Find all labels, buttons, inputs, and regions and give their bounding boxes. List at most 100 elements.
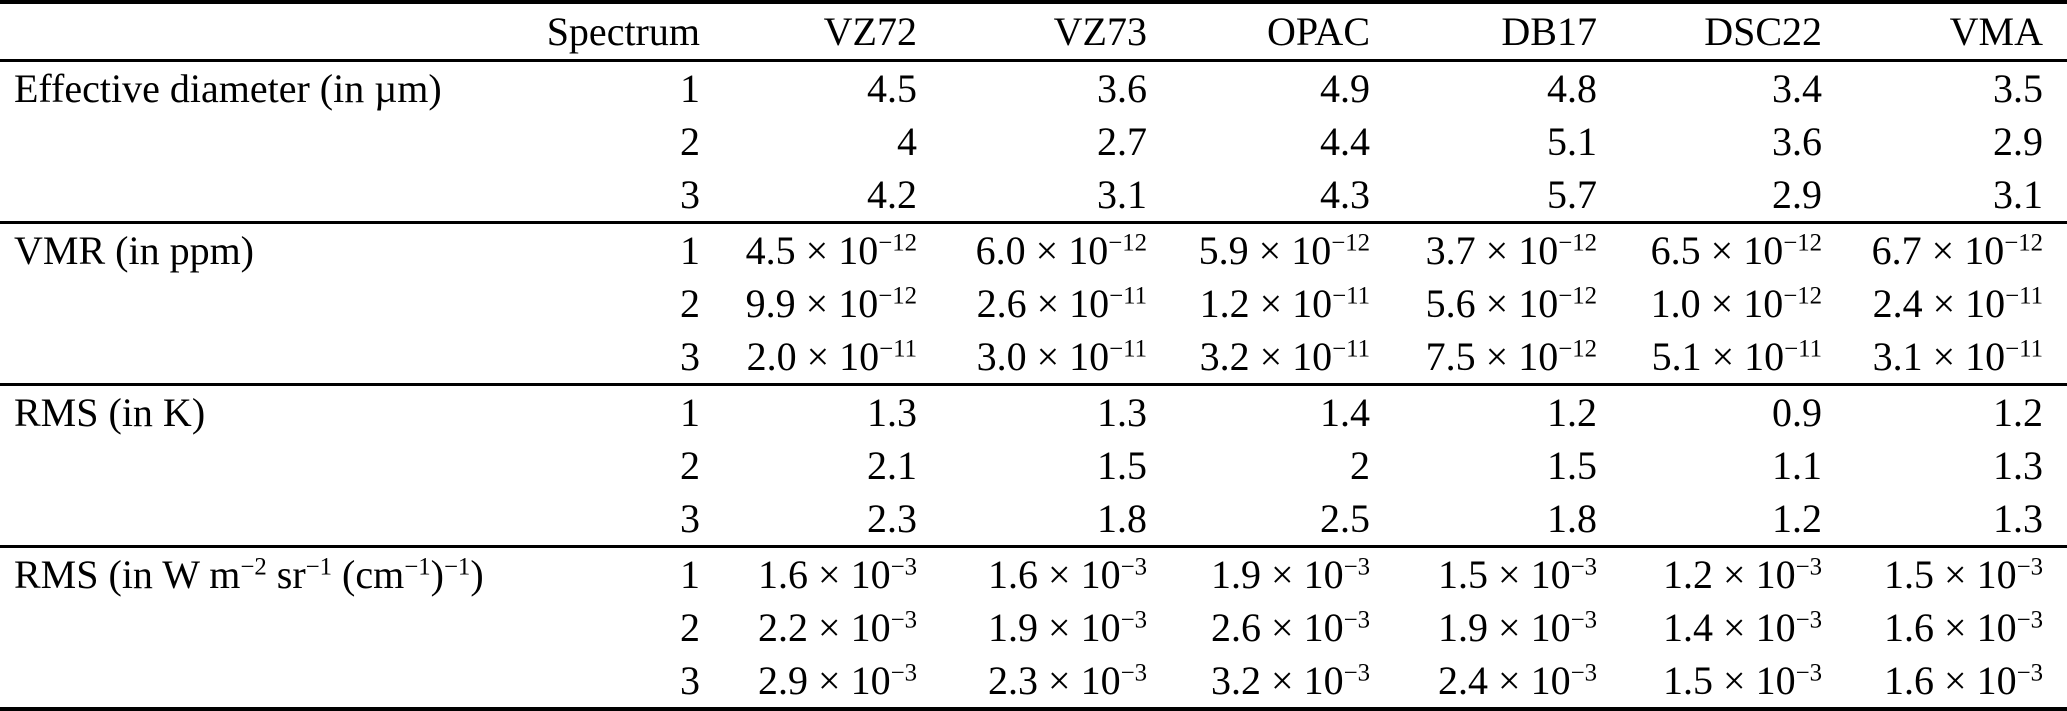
column-header-empty <box>0 2 460 61</box>
value-cell: 5.6 × 10−12 <box>1425 281 1597 326</box>
value-cell: 2.7 <box>1097 119 1147 164</box>
value-cell: 2.1 <box>867 443 917 488</box>
spectrum-number: 3 <box>680 172 700 217</box>
value-cell: 3.1 <box>1993 172 2043 217</box>
column-header-spectrum: Spectrum <box>546 9 700 54</box>
row-group-label <box>0 330 460 385</box>
table-row: 3 4.2 3.1 4.3 5.7 2.9 3.1 <box>0 168 2067 223</box>
value-cell: 4.2 <box>867 172 917 217</box>
spectrum-number: 2 <box>680 281 700 326</box>
value-cell: 1.3 <box>1097 390 1147 435</box>
value-cell: 3.4 <box>1772 66 1822 111</box>
value-cell: 1.9 × 10−3 <box>988 605 1147 650</box>
value-cell: 1.2 × 10−11 <box>1199 281 1370 326</box>
value-cell: 1.3 <box>1993 496 2043 541</box>
value-cell: 1.6 × 10−3 <box>1884 605 2043 650</box>
row-group-label <box>0 601 460 654</box>
column-header-dsc22: DSC22 <box>1704 9 1822 54</box>
value-cell: 1.6 × 10−3 <box>988 552 1147 597</box>
value-cell: 2.9 <box>1772 172 1822 217</box>
value-cell: 3.1 × 10−11 <box>1872 334 2043 379</box>
row-group-label: RMS (in W m−2 sr−1 (cm−1)−1) <box>14 552 484 597</box>
value-cell: 5.7 <box>1547 172 1597 217</box>
value-cell: 2.4 × 10−3 <box>1438 658 1597 703</box>
value-cell: 2.2 × 10−3 <box>758 605 917 650</box>
value-cell: 1.2 × 10−3 <box>1663 552 1822 597</box>
value-cell: 4.9 <box>1320 66 1370 111</box>
value-cell: 1.5 × 10−3 <box>1438 552 1597 597</box>
header-row: Spectrum VZ72 VZ73 OPAC DB17 DSC22 VMA <box>0 2 2067 61</box>
value-cell: 2.5 <box>1320 496 1370 541</box>
table-row: VMR (in ppm) 1 4.5 × 10−12 6.0 × 10−12 5.9 ×… <box>0 223 2067 278</box>
value-cell: 3.0 × 10−11 <box>976 334 1147 379</box>
row-group-label <box>0 654 460 709</box>
table-row: Effective diameter (in µm) 1 4.5 3.6 4.9 4.8 3… <box>0 61 2067 116</box>
value-cell: 1.5 <box>1097 443 1147 488</box>
table-row: 2 9.9 × 10−12 2.6 × 10−11 1.2 × 10−11 5.6 × … <box>0 277 2067 330</box>
value-cell: 1.9 × 10−3 <box>1438 605 1597 650</box>
value-cell: 1.8 <box>1547 496 1597 541</box>
value-cell: 1.6 × 10−3 <box>758 552 917 597</box>
table-row: 2 2.1 1.5 2 1.5 1.1 1.3 <box>0 439 2067 492</box>
column-header-vma: VMA <box>1949 9 2043 54</box>
value-cell: 2.6 × 10−11 <box>976 281 1147 326</box>
value-cell: 6.5 × 10−12 <box>1650 228 1822 273</box>
value-cell: 4.5 <box>867 66 917 111</box>
row-group-label: VMR (in ppm) <box>14 228 254 273</box>
group-effective-diameter: Effective diameter (in µm) 1 4.5 3.6 4.9 4.8 3… <box>0 61 2067 223</box>
spectrum-number: 2 <box>680 605 700 650</box>
row-group-label <box>0 277 460 330</box>
value-cell: 2.3 <box>867 496 917 541</box>
spectrum-number: 3 <box>680 496 700 541</box>
spectrum-number: 3 <box>680 334 700 379</box>
group-vmr: VMR (in ppm) 1 4.5 × 10−12 6.0 × 10−12 5.9 ×… <box>0 222 2067 385</box>
spectrum-number: 1 <box>680 66 700 111</box>
value-cell: 2.0 × 10−11 <box>746 334 917 379</box>
value-cell: 1.2 <box>1547 390 1597 435</box>
value-cell: 4.3 <box>1320 172 1370 217</box>
value-cell: 3.2 × 10−11 <box>1199 334 1370 379</box>
value-cell: 1.9 × 10−3 <box>1211 552 1370 597</box>
spectrum-number: 2 <box>680 443 700 488</box>
table-row: 3 2.0 × 10−11 3.0 × 10−11 3.2 × 10−11 7.5 × … <box>0 330 2067 385</box>
value-cell: 2.6 × 10−3 <box>1211 605 1370 650</box>
value-cell: 5.9 × 10−12 <box>1198 228 1370 273</box>
table-row: RMS (in W m−2 sr−1 (cm−1)−1) 1 1.6 × 10−3 1… <box>0 547 2067 602</box>
value-cell: 1.5 × 10−3 <box>1884 552 2043 597</box>
value-cell: 4.5 × 10−12 <box>745 228 917 273</box>
value-cell: 2.9 × 10−3 <box>758 658 917 703</box>
value-cell: 1.2 <box>1993 390 2043 435</box>
spectrum-number: 1 <box>680 228 700 273</box>
value-cell: 4 <box>897 119 917 164</box>
value-cell: 5.1 × 10−11 <box>1651 334 1822 379</box>
column-header-vz72: VZ72 <box>823 9 917 54</box>
value-cell: 2.4 × 10−11 <box>1872 281 2043 326</box>
value-cell: 1.2 <box>1772 496 1822 541</box>
value-cell: 1.8 <box>1097 496 1147 541</box>
value-cell: 9.9 × 10−12 <box>745 281 917 326</box>
value-cell: 1.1 <box>1772 443 1822 488</box>
value-cell: 3.6 <box>1097 66 1147 111</box>
row-group-label <box>0 115 460 168</box>
value-cell: 1.6 × 10−3 <box>1884 658 2043 703</box>
value-cell: 3.1 <box>1097 172 1147 217</box>
value-cell: 1.3 <box>1993 443 2043 488</box>
value-cell: 2.9 <box>1993 119 2043 164</box>
spectrum-number: 1 <box>680 390 700 435</box>
value-cell: 1.5 × 10−3 <box>1663 658 1822 703</box>
spectrum-number: 1 <box>680 552 700 597</box>
table-header: Spectrum VZ72 VZ73 OPAC DB17 DSC22 VMA <box>0 2 2067 61</box>
value-cell: 4.8 <box>1547 66 1597 111</box>
value-cell: 3.7 × 10−12 <box>1425 228 1597 273</box>
value-cell: 3.5 <box>1993 66 2043 111</box>
column-header-db17: DB17 <box>1501 9 1597 54</box>
column-header-vz73: VZ73 <box>1053 9 1147 54</box>
table-row: RMS (in K) 1 1.3 1.3 1.4 1.2 0.9 1.2 <box>0 385 2067 440</box>
group-rms-k: RMS (in K) 1 1.3 1.3 1.4 1.2 0.9 1.2 2 2.1 1.5 2 1.5… <box>0 384 2067 547</box>
spectrum-number: 2 <box>680 119 700 164</box>
table-row: 2 4 2.7 4.4 5.1 3.6 2.9 <box>0 115 2067 168</box>
table-row: 2 2.2 × 10−3 1.9 × 10−3 2.6 × 10−3 1.9 × 10−… <box>0 601 2067 654</box>
row-group-label <box>0 439 460 492</box>
row-group-label: RMS (in K) <box>14 390 206 435</box>
